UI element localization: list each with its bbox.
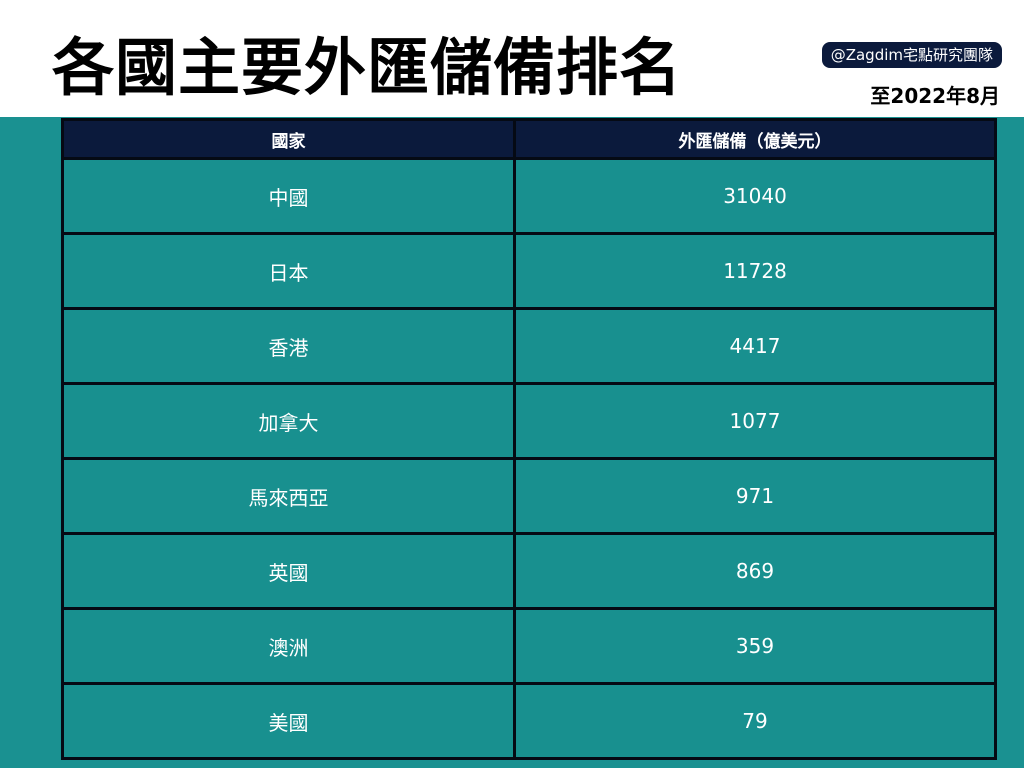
reserves-cell: 11728 <box>513 232 997 310</box>
author-badge: @Zagdim宅點研究團隊 <box>821 42 1002 68</box>
reserves-cell: 971 <box>513 457 997 535</box>
reserves-cell: 4417 <box>513 307 997 385</box>
date-label: 至2022年8月 <box>870 84 1000 108</box>
column-header-reserves: 外匯儲備（億美元） <box>513 118 997 160</box>
table-header-row: 國家 外匯儲備（億美元） <box>61 118 997 160</box>
table-row: 英國 869 <box>61 532 997 610</box>
table-row: 中國 31040 <box>61 157 997 235</box>
country-cell: 中國 <box>61 157 516 235</box>
country-cell: 澳洲 <box>61 607 516 685</box>
reserves-cell: 869 <box>513 532 997 610</box>
title-banner: 各國主要外匯儲備排名 @Zagdim宅點研究團隊 至2022年8月 <box>0 0 1024 117</box>
reserves-cell: 359 <box>513 607 997 685</box>
table-row: 馬來西亞 971 <box>61 457 997 535</box>
country-cell: 加拿大 <box>61 382 516 460</box>
reserves-cell: 1077 <box>513 382 997 460</box>
page-title: 各國主要外匯儲備排名 <box>52 31 683 104</box>
column-header-country: 國家 <box>61 118 516 160</box>
reserves-table: 國家 外匯儲備（億美元） 中國 31040 日本 11728 香港 4417 加拿大 1077… <box>61 118 997 760</box>
table-row: 加拿大 1077 <box>61 382 997 460</box>
table-row: 美國 79 <box>61 682 997 760</box>
table-row: 香港 4417 <box>61 307 997 385</box>
table-row: 日本 11728 <box>61 232 997 310</box>
reserves-cell: 31040 <box>513 157 997 235</box>
country-cell: 英國 <box>61 532 516 610</box>
country-cell: 香港 <box>61 307 516 385</box>
country-cell: 美國 <box>61 682 516 760</box>
country-cell: 馬來西亞 <box>61 457 516 535</box>
country-cell: 日本 <box>61 232 516 310</box>
reserves-cell: 79 <box>513 682 997 760</box>
table-row: 澳洲 359 <box>61 607 997 685</box>
